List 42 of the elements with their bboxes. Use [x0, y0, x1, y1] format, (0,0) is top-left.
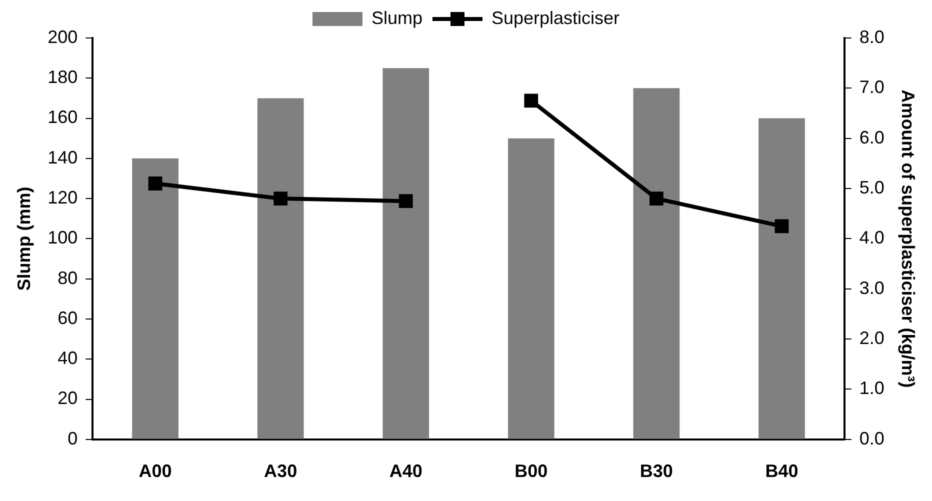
y-tick-label: 180	[48, 67, 78, 88]
x-tick-label: B40	[765, 461, 798, 482]
y-tick-label: 120	[48, 188, 78, 208]
y2-tick-label: 5.0	[859, 177, 884, 198]
bar	[508, 138, 554, 439]
y-tick-label: 0	[68, 428, 78, 448]
point	[774, 219, 789, 234]
x-tick-label: B30	[640, 461, 673, 482]
y-tick-label: 100	[48, 228, 78, 248]
y-tick-label: 20	[58, 388, 78, 408]
x-tick-label: B00	[514, 461, 548, 482]
legend-label: Slump	[371, 8, 422, 28]
bar	[257, 98, 304, 439]
y-tick-label: 60	[58, 308, 78, 328]
point	[649, 192, 664, 206]
y2-tick-label: 3.0	[859, 278, 884, 298]
y2-tick-label: 6.0	[859, 127, 884, 148]
y2-tick-label: 0.0	[859, 428, 884, 448]
bar	[633, 88, 680, 439]
y-tick-label: 80	[58, 268, 78, 288]
y2-tick-label: 1.0	[859, 378, 884, 398]
y2-tick-label: 4.0	[859, 228, 884, 248]
x-tick-label: A30	[264, 461, 298, 482]
y2-tick-label: 7.0	[859, 77, 884, 98]
bar	[132, 158, 178, 439]
point	[524, 94, 538, 108]
bar	[382, 68, 430, 439]
y-axis-title: Slump (mm)	[14, 186, 34, 291]
y2-tick-label: 8.0	[859, 26, 884, 47]
point	[274, 192, 288, 206]
y-tick-label: 140	[48, 147, 78, 168]
x-tick-label: A00	[138, 461, 172, 482]
x-tick-label: A40	[389, 461, 422, 482]
y2-axis-title: Amount of superplasticiser (kg/m³)	[898, 90, 918, 388]
y2-tick-label: 2.0	[859, 328, 884, 348]
y-tick-label: 160	[48, 107, 78, 128]
y-tick-label: 200	[48, 26, 78, 47]
bar	[758, 118, 805, 439]
legend-label: Superplasticiser	[491, 8, 620, 28]
point	[148, 176, 162, 190]
point	[398, 194, 413, 208]
y-tick-label: 40	[58, 348, 78, 368]
